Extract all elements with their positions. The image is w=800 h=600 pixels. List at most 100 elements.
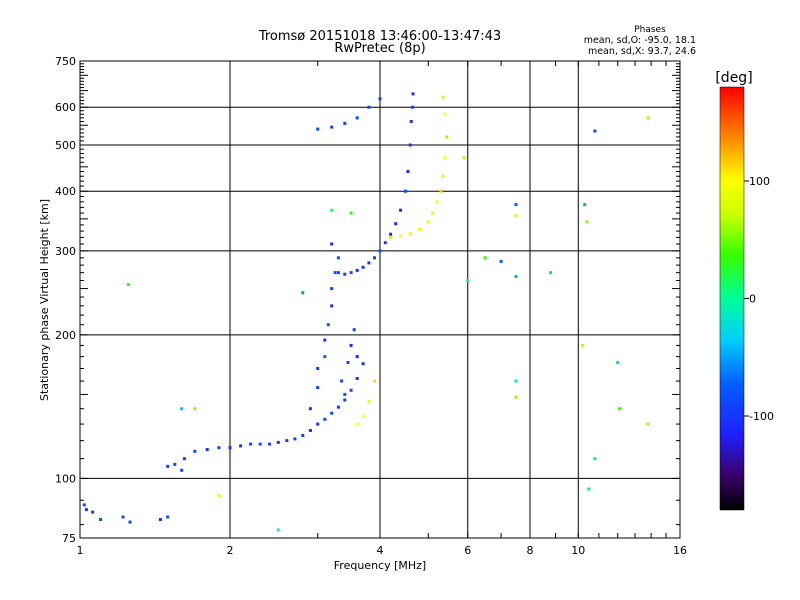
data-point (355, 377, 359, 380)
data-point (411, 105, 415, 109)
x-tick-label: 1 (77, 544, 84, 557)
data-point (355, 116, 359, 120)
data-point (389, 232, 393, 236)
data-point (316, 422, 320, 426)
data-point (330, 125, 334, 129)
data-point (180, 468, 184, 472)
data-point (408, 143, 412, 147)
data-point (399, 234, 403, 238)
series-points (308, 242, 359, 411)
data-point (99, 518, 103, 521)
y-tick-label: 750 (55, 55, 76, 68)
x-tick-label: 10 (571, 544, 585, 557)
data-point (316, 127, 320, 131)
data-point (301, 291, 305, 295)
data-point (293, 437, 297, 441)
axis-ticks: 1 2 4 6 8 10 16 75 100 200 300 400 500 600 750 (55, 55, 687, 557)
data-point (383, 241, 387, 245)
data-point (373, 256, 376, 260)
data-point (378, 249, 382, 253)
chart-subtitle: RwPretec (8p) (334, 41, 425, 56)
data-point (330, 304, 334, 308)
data-point (330, 287, 334, 291)
data-point (585, 220, 589, 224)
data-point (443, 112, 447, 116)
data-point (343, 121, 347, 125)
data-point (646, 422, 650, 426)
y-tick-label: 75 (62, 532, 76, 545)
data-point (514, 203, 518, 207)
data-point (323, 338, 327, 342)
y-tick-label: 300 (55, 245, 76, 258)
data-point (205, 448, 209, 451)
data-point (217, 446, 221, 450)
data-point (228, 446, 232, 450)
data-point (268, 442, 271, 446)
data-point (367, 261, 371, 265)
x-tick-label: 6 (464, 544, 471, 557)
series-points (126, 116, 650, 532)
data-point (514, 214, 518, 218)
data-point (249, 442, 253, 446)
data-point (158, 518, 162, 521)
series-points (316, 97, 382, 131)
chart-title: Tromsø 20151018 13:46:00-13:47:43 (258, 29, 501, 44)
data-point (593, 457, 597, 461)
data-point (323, 417, 327, 421)
colorbar-tick-label: 100 (749, 175, 770, 188)
data-point (349, 343, 353, 347)
data-points (82, 92, 650, 532)
data-point (239, 444, 243, 448)
data-point (441, 174, 445, 178)
data-point (301, 434, 305, 437)
data-point (276, 528, 280, 532)
colorbar-tick-label: 0 (749, 293, 756, 306)
series-points (336, 92, 415, 276)
data-point (336, 256, 340, 260)
data-point (121, 515, 125, 519)
data-point (308, 407, 312, 411)
data-point (587, 487, 591, 491)
data-point (361, 362, 365, 366)
colorbar-ticks: 100 0 -100 (744, 175, 774, 423)
data-point (166, 515, 170, 519)
data-point (91, 510, 95, 514)
data-point (349, 211, 353, 215)
data-point (349, 388, 353, 392)
data-point (330, 208, 334, 212)
data-point (182, 457, 186, 461)
data-point (373, 379, 376, 383)
colorbar-tick-label: -100 (749, 410, 774, 423)
data-point (361, 265, 365, 269)
data-point (258, 442, 262, 446)
phase-stats-title: Phases (634, 25, 666, 35)
data-point (394, 222, 398, 226)
data-point (173, 462, 177, 466)
data-point (346, 361, 350, 364)
data-point (466, 279, 470, 282)
phase-stats-x: mean, sd,X: 93.7, 24.6 (588, 46, 696, 57)
y-tick-label: 200 (55, 329, 76, 342)
y-tick-label: 500 (55, 139, 76, 152)
data-point (326, 323, 330, 327)
data-point (646, 116, 650, 120)
data-point (583, 203, 587, 207)
data-point (404, 189, 407, 193)
data-point (193, 407, 197, 411)
data-point (316, 386, 320, 390)
data-point (308, 429, 312, 432)
data-point (343, 398, 347, 402)
data-point (618, 407, 621, 411)
data-point (126, 283, 130, 286)
data-point (439, 189, 443, 193)
data-point (483, 256, 487, 260)
data-point (128, 520, 132, 524)
x-tick-label: 8 (527, 544, 534, 557)
data-point (581, 343, 585, 347)
data-point (399, 208, 403, 212)
data-point (349, 271, 353, 275)
data-point (435, 200, 439, 204)
series-points (355, 95, 449, 426)
data-point (316, 367, 320, 370)
